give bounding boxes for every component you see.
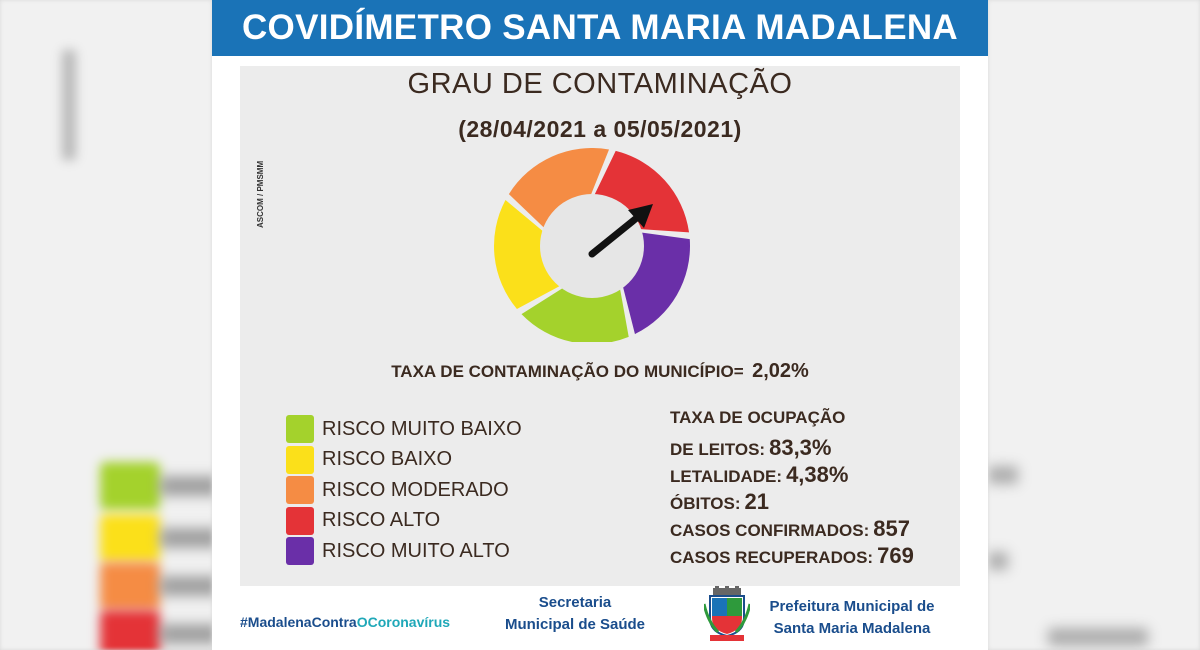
date-range: (28/04/2021 a 05/05/2021)	[458, 116, 742, 142]
stat-label: LETALIDADE:	[670, 467, 783, 486]
prefeitura-line: Prefeitura Municipal de	[769, 598, 935, 615]
background-blur-swatch	[100, 514, 160, 562]
stat-value: 857	[873, 516, 910, 541]
background-blur-bar	[160, 528, 212, 548]
contamination-rate-value: 2,02%	[752, 360, 809, 382]
stat-ocupacao-title: TAXA DE OCUPAÇÃO	[670, 408, 914, 435]
legend-item: RISCO BAIXO	[286, 445, 522, 476]
legend-swatch	[286, 537, 314, 566]
page-title: COVIDÍMETRO SANTA MARIA MADALENA	[241, 8, 959, 47]
legend-item: RISCO ALTO	[286, 506, 522, 537]
stat-obitos: ÓBITOS: 21	[670, 489, 914, 516]
background-right-blur	[988, 0, 1200, 650]
header-bar: COVIDÍMETRO SANTA MARIA MADALENA	[212, 0, 988, 56]
stat-leitos: DE LEITOS: 83,3%	[670, 435, 914, 462]
secretaria-label: Secretaria Municipal de Saúde	[480, 592, 670, 636]
stat-label: TAXA DE OCUPAÇÃO	[670, 408, 846, 427]
legend-swatch	[286, 506, 314, 535]
municipal-crest-icon	[704, 586, 750, 641]
legend-label: RISCO MODERADO	[322, 478, 509, 501]
stat-label: DE LEITOS:	[670, 440, 766, 459]
prefeitura-line: Santa Maria Madalena	[773, 620, 931, 637]
background-blur-swatch	[100, 462, 160, 510]
background-blur-bar	[160, 624, 212, 644]
stat-value: 83,3%	[769, 435, 832, 460]
legend-label: RISCO BAIXO	[322, 448, 453, 471]
stat-label: CASOS CONFIRMADOS:	[670, 521, 870, 540]
background-blur-swatch	[100, 610, 160, 650]
background-left-blur	[0, 0, 212, 650]
stat-label: CASOS RECUPERADOS:	[670, 548, 874, 567]
gauge-segment-risco-muito-baixo	[521, 283, 629, 342]
gauge-center	[540, 194, 644, 298]
secretaria-line: Municipal de Saúde	[504, 616, 646, 633]
background-blur-bar	[160, 576, 212, 596]
hashtag: #MadalenaContraOCoronavírus	[240, 614, 450, 630]
contamination-rate-label: TAXA DE CONTAMINAÇÃO DO MUNICÍPIO=	[391, 362, 744, 381]
stat-letalidade: LETALIDADE: 4,38%	[670, 462, 914, 489]
contamination-rate: TAXA DE CONTAMINAÇÃO DO MUNICÍPIO= 2,02%	[212, 360, 988, 383]
stat-value: 4,38%	[786, 462, 849, 487]
legend-label: RISCO MUITO BAIXO	[322, 417, 522, 440]
prefeitura-label: Prefeitura Municipal de Santa Maria Mada…	[752, 596, 952, 640]
credit-label: ASCOM / PMSMM	[254, 150, 270, 230]
stat-recuperados: CASOS RECUPERADOS: 769	[670, 543, 914, 570]
gauge-segment-risco-alto	[592, 150, 690, 233]
legend-item: RISCO MUITO BAIXO	[286, 414, 522, 445]
legend-swatch	[286, 415, 314, 444]
gauge-segment-risco-baixo	[494, 199, 565, 309]
background-blur-text	[988, 466, 1018, 484]
risk-legend: RISCO MUITO BAIXO RISCO BAIXO RISCO MODE…	[286, 414, 522, 567]
legend-item: RISCO MODERADO	[286, 475, 522, 506]
background-blur-text	[1048, 628, 1148, 646]
stat-value: 769	[877, 543, 914, 568]
pointer-arrow-icon	[588, 204, 653, 258]
infographic-card: COVIDÍMETRO SANTA MARIA MADALENA GRAU DE…	[212, 0, 988, 650]
secretaria-line: Secretaria	[538, 594, 612, 611]
legend-item: RISCO MUITO ALTO	[286, 536, 522, 567]
background-blur-text	[62, 50, 76, 160]
credit-text: ASCOM / PMSMM	[256, 160, 265, 228]
gauge-segment-risco-moderado	[508, 148, 610, 232]
stat-label: ÓBITOS:	[670, 494, 741, 513]
background-blur-bar	[160, 476, 212, 496]
legend-label: RISCO MUITO ALTO	[322, 539, 510, 562]
hashtag-main: #MadalenaContra	[240, 614, 357, 630]
section-title: GRAU DE CONTAMINAÇÃO	[407, 68, 793, 100]
stat-value: 21	[744, 489, 770, 514]
statistics-block: TAXA DE OCUPAÇÃO DE LEITOS: 83,3% LETALI…	[670, 408, 914, 570]
legend-swatch	[286, 476, 314, 505]
stat-confirmados: CASOS CONFIRMADOS: 857	[670, 516, 914, 543]
background-blur-swatch	[100, 562, 160, 610]
legend-swatch	[286, 445, 314, 474]
hashtag-accent: OCoronavírus	[356, 614, 451, 630]
risk-gauge	[494, 148, 690, 342]
background-blur-text	[988, 552, 1008, 570]
legend-label: RISCO ALTO	[322, 509, 441, 532]
